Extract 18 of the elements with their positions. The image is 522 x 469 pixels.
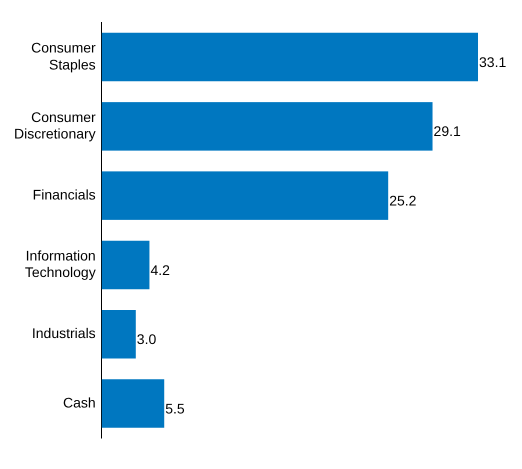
y-tick-label: Cash (63, 394, 96, 410)
bar (102, 32, 478, 82)
bar (102, 379, 164, 428)
y-tick-label: Consumer Discretionary (14, 108, 96, 142)
data-label: 4.2 (150, 262, 170, 278)
bar (102, 310, 136, 359)
data-label: 33.1 (479, 54, 506, 70)
y-tick-label: Information Technology (24, 247, 96, 280)
data-label: 25.2 (389, 192, 417, 209)
bar (102, 102, 433, 151)
y-tick-label: Consumer Staples (31, 40, 96, 72)
bar (102, 240, 150, 290)
data-label: 3.0 (136, 331, 156, 348)
y-tick-label: Industrials (32, 325, 96, 342)
data-label: 5.5 (165, 400, 185, 416)
data-label: 29.1 (434, 123, 461, 140)
y-tick-label: Financials (32, 186, 96, 203)
bar (102, 171, 388, 220)
